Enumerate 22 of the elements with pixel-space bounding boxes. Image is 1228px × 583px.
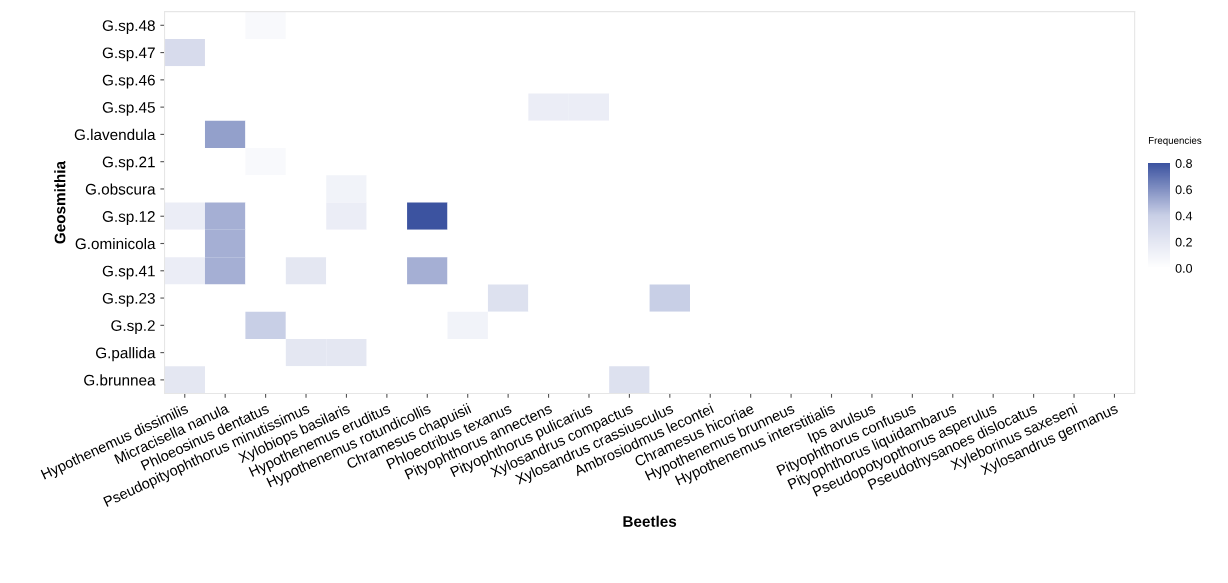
color-bar-title: Frequencies	[1148, 136, 1202, 146]
y-tick-label: G.sp.48	[102, 20, 155, 34]
y-tick-label: G.lavendula	[74, 128, 156, 141]
y-tick-label: G.sp.45	[102, 101, 155, 116]
color-bar-label: 0.2	[1175, 237, 1192, 247]
y-tick-label: G.pallida	[96, 347, 156, 362]
color-bar-label: 0.4	[1175, 211, 1193, 221]
color-bar-label: 0.0	[1175, 263, 1193, 273]
x-axis-title: Beetles	[623, 515, 677, 527]
y-tick-label: G.ominicola	[75, 237, 156, 250]
y-tick-label: G.obscura	[85, 183, 156, 195]
y-tick-label: G.sp.23	[102, 292, 155, 307]
y-tick-label: G.sp.2	[111, 320, 155, 335]
y-tick-label: G.sp.41	[102, 265, 155, 280]
y-tick-label: G.sp.12	[102, 211, 155, 225]
y-tick-label: G.sp.46	[102, 74, 155, 89]
color-bar-label: 0.8	[1175, 159, 1192, 168]
y-tick-label: G.brunnea	[84, 374, 156, 386]
y-axis-title: Geosmithia	[54, 160, 66, 244]
y-tick-label: G.sp.47	[102, 47, 155, 62]
color-bar-label: 0.6	[1175, 185, 1192, 195]
y-tick-label: G.sp.21	[102, 156, 155, 171]
